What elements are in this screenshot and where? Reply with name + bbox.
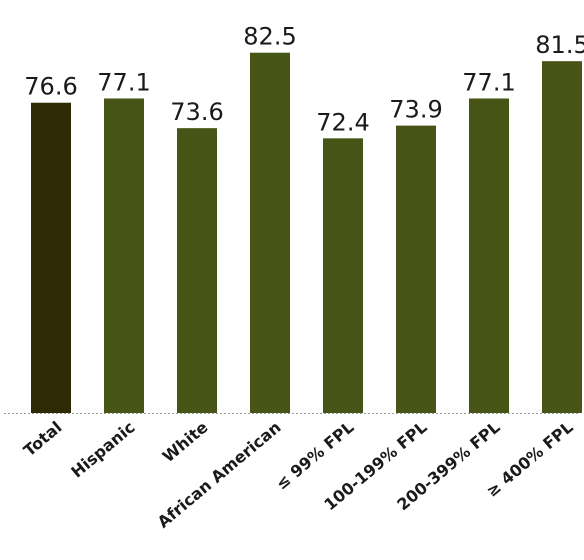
bars-group <box>31 52 582 414</box>
bar-total <box>31 102 71 414</box>
value-label-400-fpl: 81.5 <box>535 31 584 59</box>
bar-99-fpl <box>323 138 363 413</box>
value-label-african-american: 82.5 <box>243 23 296 51</box>
bar-200-399-fpl <box>469 98 509 414</box>
bar-400-fpl <box>542 61 582 414</box>
value-label-hispanic: 77.1 <box>97 68 150 96</box>
value-label-99-fpl: 72.4 <box>316 108 369 136</box>
value-label-200-399-fpl: 77.1 <box>462 68 515 96</box>
value-label-100-199-fpl: 73.9 <box>389 96 442 124</box>
bar-white <box>177 128 217 413</box>
category-label-total: Total <box>20 418 66 461</box>
value-labels-group: 76.6 77.1 73.6 82.5 72.4 73.9 77.1 81.5 <box>24 23 584 137</box>
category-label-hispanic: Hispanic <box>67 418 138 482</box>
bar-hispanic <box>104 98 144 414</box>
bar-100-199-fpl <box>396 125 436 413</box>
category-label-white: White <box>159 417 212 466</box>
category-label-african-american: African American <box>154 418 285 532</box>
value-label-total: 76.6 <box>24 73 77 101</box>
bar-african-american <box>250 52 290 413</box>
value-label-white: 73.6 <box>170 98 223 126</box>
